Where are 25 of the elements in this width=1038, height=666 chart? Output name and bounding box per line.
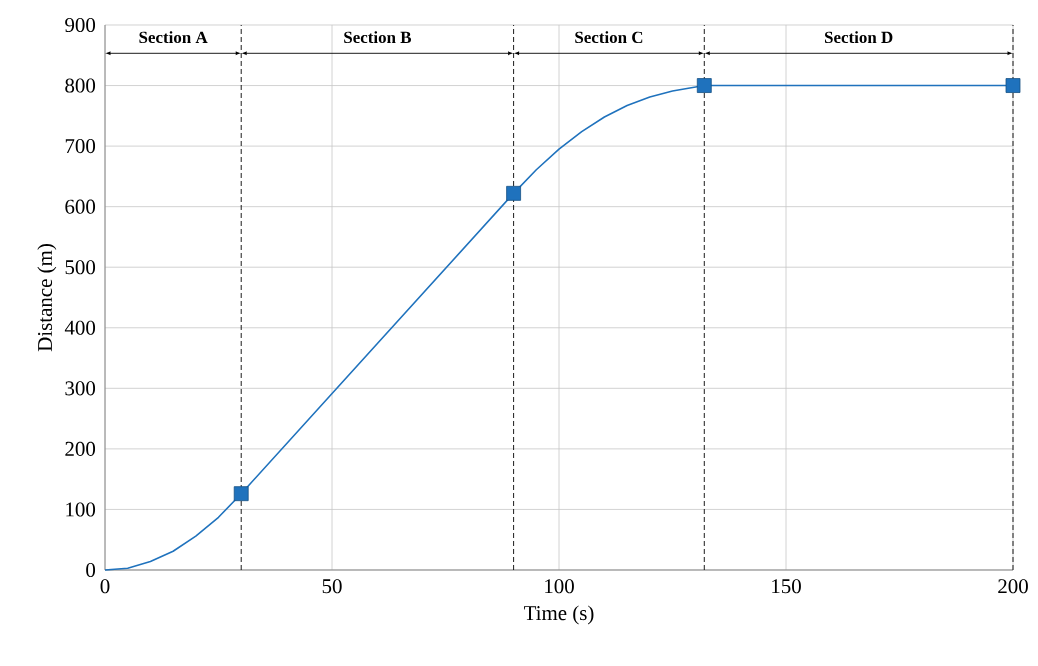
y-tick-label: 700: [65, 139, 96, 154]
point: [1005, 78, 1021, 93]
x-tick-label: 50: [322, 579, 342, 594]
x-axis-title: Time (s): [524, 605, 594, 625]
x-tick-label: 150: [772, 579, 801, 594]
annotation: Section D: [824, 31, 893, 44]
y-tick-label: 0: [86, 562, 96, 578]
y-tick-label: 500: [65, 260, 96, 275]
y-tick-label: 400: [64, 320, 96, 335]
point: [233, 486, 249, 502]
y-tick-label: 300: [65, 381, 96, 396]
y-axis-title: Distance (m): [37, 244, 57, 352]
x-tick-label: 200: [998, 579, 1028, 594]
point: [696, 78, 712, 93]
x-tick-label: 0: [100, 579, 110, 594]
y-tick-label: 800: [65, 78, 96, 93]
y-tick-label: 600: [65, 199, 96, 214]
y-tick-label: 100: [66, 502, 96, 517]
annotation: Section C: [575, 31, 643, 44]
annotation: Section B: [344, 31, 412, 44]
x-tick-label: 100: [545, 579, 574, 594]
y-tick-label: 900: [65, 17, 96, 33]
annotation: Section A: [139, 31, 208, 44]
y-tick-label: 200: [65, 441, 96, 456]
point: [506, 185, 522, 201]
